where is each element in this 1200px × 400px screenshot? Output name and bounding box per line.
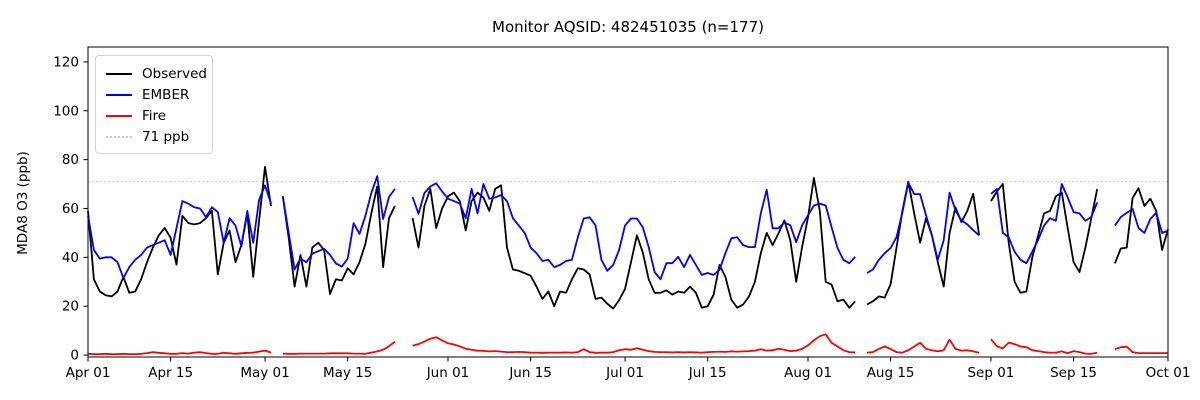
legend-label-threshold: 71 ppb — [142, 128, 190, 145]
svg-text:Apr 15: Apr 15 — [148, 365, 193, 381]
svg-text:Jun 15: Jun 15 — [508, 365, 552, 381]
legend-label-ember: EMBER — [142, 86, 190, 103]
svg-text:Jul 15: Jul 15 — [688, 365, 727, 381]
svg-text:Jun 01: Jun 01 — [426, 365, 470, 381]
svg-text:20: 20 — [62, 299, 79, 315]
svg-text:60: 60 — [62, 201, 79, 217]
chart-title: Monitor AQSID: 482451035 (n=177) — [492, 18, 764, 36]
svg-text:Apr 01: Apr 01 — [66, 365, 111, 381]
legend-line-ember-icon — [106, 93, 132, 96]
legend-line-observed-icon — [106, 72, 132, 75]
legend: Observed EMBER Fire 71 ppb — [95, 55, 213, 154]
legend-item-threshold: 71 ppb — [106, 126, 202, 147]
legend-label-observed: Observed — [142, 65, 207, 82]
legend-item-ember: EMBER — [106, 84, 202, 105]
svg-text:May 01: May 01 — [240, 365, 289, 381]
svg-text:Jul 01: Jul 01 — [605, 365, 644, 381]
svg-text:Sep 15: Sep 15 — [1050, 365, 1097, 381]
svg-text:80: 80 — [62, 152, 79, 168]
svg-text:Oct 01: Oct 01 — [1146, 365, 1191, 381]
legend-line-fire-icon — [106, 114, 132, 117]
legend-line-threshold-icon — [106, 135, 132, 138]
svg-text:Aug 01: Aug 01 — [784, 365, 832, 381]
svg-text:May 15: May 15 — [323, 365, 372, 381]
svg-text:Aug 15: Aug 15 — [867, 365, 915, 381]
svg-text:40: 40 — [62, 250, 79, 266]
svg-text:100: 100 — [53, 103, 79, 119]
svg-text:Sep 01: Sep 01 — [967, 365, 1014, 381]
svg-text:120: 120 — [53, 54, 79, 70]
legend-item-observed: Observed — [106, 63, 207, 84]
legend-item-fire: Fire — [106, 105, 202, 126]
svg-text:0: 0 — [70, 348, 79, 364]
legend-label-fire: Fire — [142, 107, 167, 124]
